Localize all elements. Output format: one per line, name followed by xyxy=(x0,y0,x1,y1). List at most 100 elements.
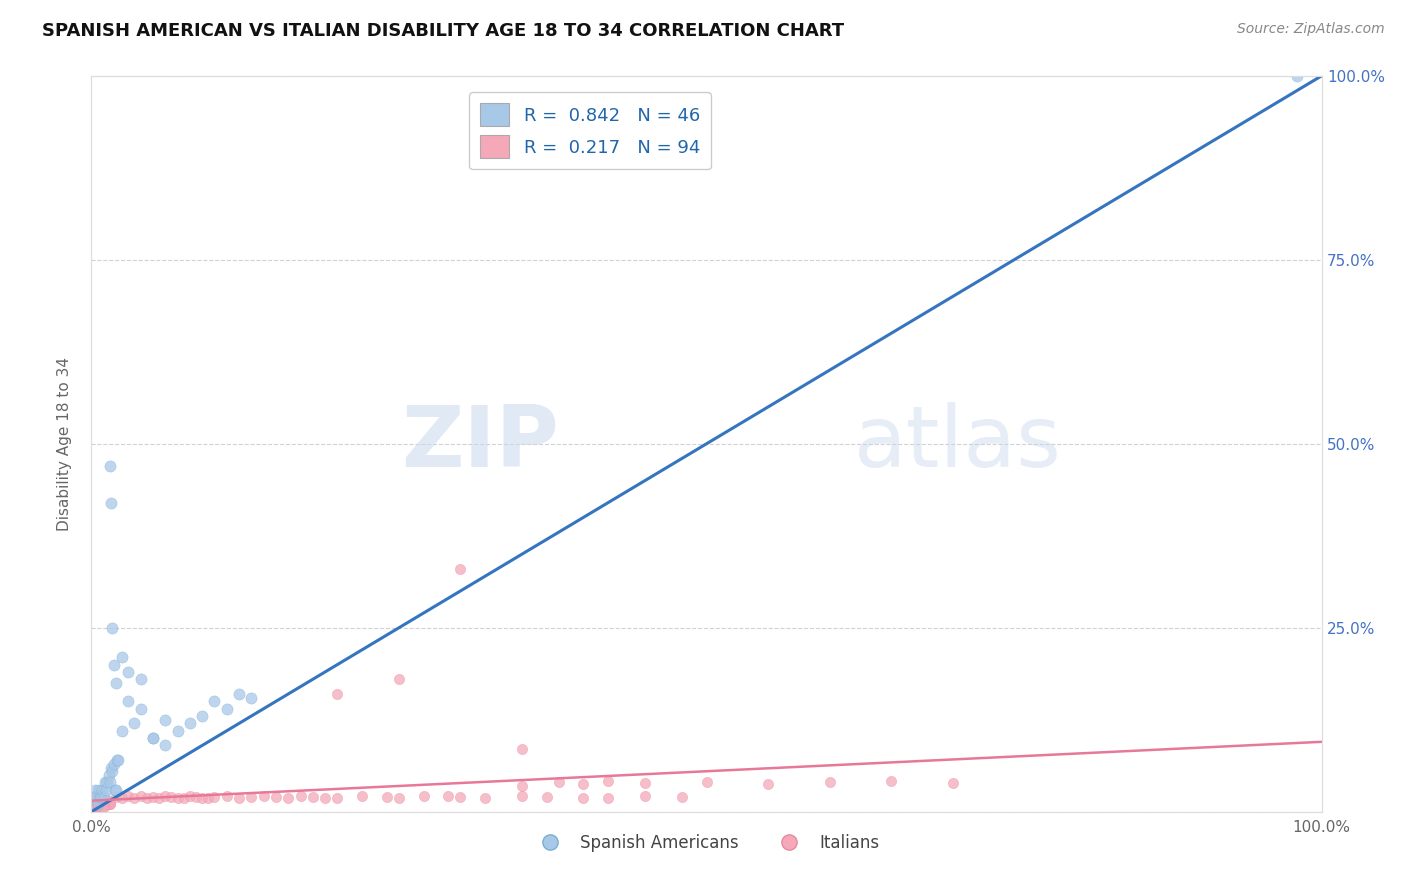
Legend: Spanish Americans, Italians: Spanish Americans, Italians xyxy=(527,827,886,859)
Point xyxy=(437,789,460,804)
Point xyxy=(101,764,124,779)
Point xyxy=(90,801,112,815)
Point xyxy=(153,739,177,753)
Point xyxy=(202,790,225,805)
Point xyxy=(100,760,122,774)
Point xyxy=(89,798,111,813)
Point xyxy=(94,775,117,789)
Point xyxy=(634,789,657,804)
Point xyxy=(179,716,201,731)
Point xyxy=(111,723,134,738)
Point xyxy=(96,797,118,811)
Point xyxy=(135,791,157,805)
Point xyxy=(179,789,201,804)
Point xyxy=(166,791,188,805)
Point xyxy=(96,797,117,812)
Point xyxy=(101,621,124,635)
Point xyxy=(86,801,108,815)
Point xyxy=(100,496,122,510)
Point xyxy=(94,795,117,809)
Point xyxy=(634,776,657,790)
Point xyxy=(129,789,152,804)
Point xyxy=(98,797,121,812)
Point xyxy=(197,790,219,805)
Point xyxy=(91,799,114,814)
Point xyxy=(124,716,146,731)
Point xyxy=(240,690,263,705)
Point xyxy=(191,709,214,723)
Point xyxy=(388,790,411,805)
Point xyxy=(84,782,107,797)
Point xyxy=(818,775,841,789)
Point xyxy=(87,797,110,811)
Point xyxy=(87,797,110,812)
Point xyxy=(449,790,471,805)
Point xyxy=(142,731,165,746)
Point xyxy=(326,687,349,701)
Point xyxy=(90,797,112,812)
Point xyxy=(83,800,105,814)
Point xyxy=(596,773,619,788)
Point xyxy=(97,794,120,808)
Point xyxy=(103,657,125,672)
Point xyxy=(87,782,110,797)
Point xyxy=(228,687,250,701)
Point xyxy=(86,799,108,814)
Point xyxy=(449,562,471,576)
Point xyxy=(97,796,120,810)
Text: SPANISH AMERICAN VS ITALIAN DISABILITY AGE 18 TO 34 CORRELATION CHART: SPANISH AMERICAN VS ITALIAN DISABILITY A… xyxy=(42,22,845,40)
Point xyxy=(93,800,115,814)
Point xyxy=(93,794,115,808)
Point xyxy=(510,779,533,793)
Point xyxy=(105,782,127,797)
Point xyxy=(153,789,177,803)
Point xyxy=(290,789,312,804)
Point xyxy=(86,798,108,813)
Point xyxy=(117,665,139,679)
Point xyxy=(117,789,139,803)
Point xyxy=(86,793,108,807)
Point xyxy=(104,782,127,797)
Point xyxy=(474,790,496,805)
Point xyxy=(82,794,104,808)
Point xyxy=(86,795,108,809)
Point xyxy=(941,776,963,790)
Point xyxy=(142,731,165,746)
Point xyxy=(253,789,276,803)
Point xyxy=(264,790,287,805)
Point xyxy=(301,790,323,805)
Point xyxy=(240,790,263,805)
Point xyxy=(510,742,533,756)
Point xyxy=(89,790,111,805)
Point xyxy=(98,775,121,789)
Point xyxy=(105,790,127,805)
Point xyxy=(89,800,111,814)
Point xyxy=(375,790,398,805)
Point xyxy=(547,775,569,789)
Point xyxy=(91,782,114,797)
Point xyxy=(166,723,188,738)
Point xyxy=(103,756,125,771)
Point xyxy=(91,796,114,810)
Point xyxy=(536,790,558,805)
Point xyxy=(277,790,299,805)
Point xyxy=(880,773,903,788)
Point xyxy=(82,790,104,805)
Point xyxy=(83,796,105,810)
Point xyxy=(117,694,139,708)
Point xyxy=(596,790,619,805)
Point xyxy=(86,797,108,812)
Point xyxy=(129,701,152,715)
Point xyxy=(86,790,108,805)
Point xyxy=(215,789,238,804)
Point xyxy=(572,791,595,805)
Point xyxy=(148,790,170,805)
Point xyxy=(202,694,225,708)
Point xyxy=(82,801,104,815)
Point xyxy=(86,800,108,814)
Point xyxy=(756,777,779,791)
Point xyxy=(105,676,127,690)
Point xyxy=(153,713,177,727)
Point xyxy=(142,790,165,805)
Point xyxy=(87,799,110,814)
